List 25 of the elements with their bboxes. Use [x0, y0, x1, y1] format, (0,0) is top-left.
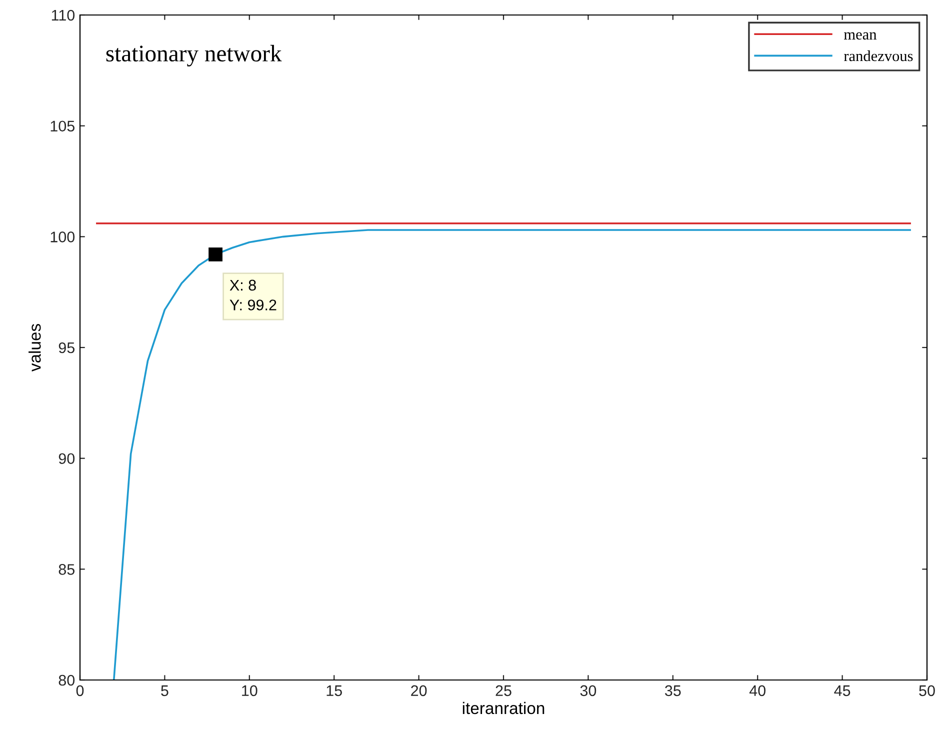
y-tick-label: 105 — [50, 120, 74, 132]
y-tick-label: 80 — [58, 674, 75, 686]
x-tick-label: 45 — [834, 685, 850, 696]
x-tick-label: 5 — [161, 685, 168, 696]
x-tick-label: 40 — [749, 685, 766, 696]
y-tick-label: 110 — [52, 10, 75, 21]
x-tick-label: 20 — [411, 685, 427, 696]
x-tick-label: 0 — [76, 685, 84, 696]
y-tick-label: 100 — [50, 232, 75, 242]
x-tick-label: 30 — [580, 685, 596, 696]
y-tick-label: 95 — [58, 342, 74, 354]
y-tick-label: 90 — [58, 453, 75, 464]
y-tick-label: 85 — [58, 564, 74, 575]
x-tick-label: 10 — [242, 685, 258, 696]
x-tick-label: 50 — [919, 685, 935, 696]
text: stationary network — [106, 44, 282, 66]
x-tick-label: 35 — [664, 685, 681, 696]
line-series — [112, 229, 911, 680]
legend-label: randezvous — [844, 50, 913, 62]
x-axis-title: iteranration — [462, 702, 544, 714]
x-tick-label: 15 — [326, 685, 342, 696]
legend-label: mean — [844, 32, 877, 40]
annotation: X: 8 Y: 99.2 — [230, 280, 276, 310]
x-tick-label: 25 — [496, 685, 512, 696]
y-axis-title: values — [28, 324, 41, 372]
